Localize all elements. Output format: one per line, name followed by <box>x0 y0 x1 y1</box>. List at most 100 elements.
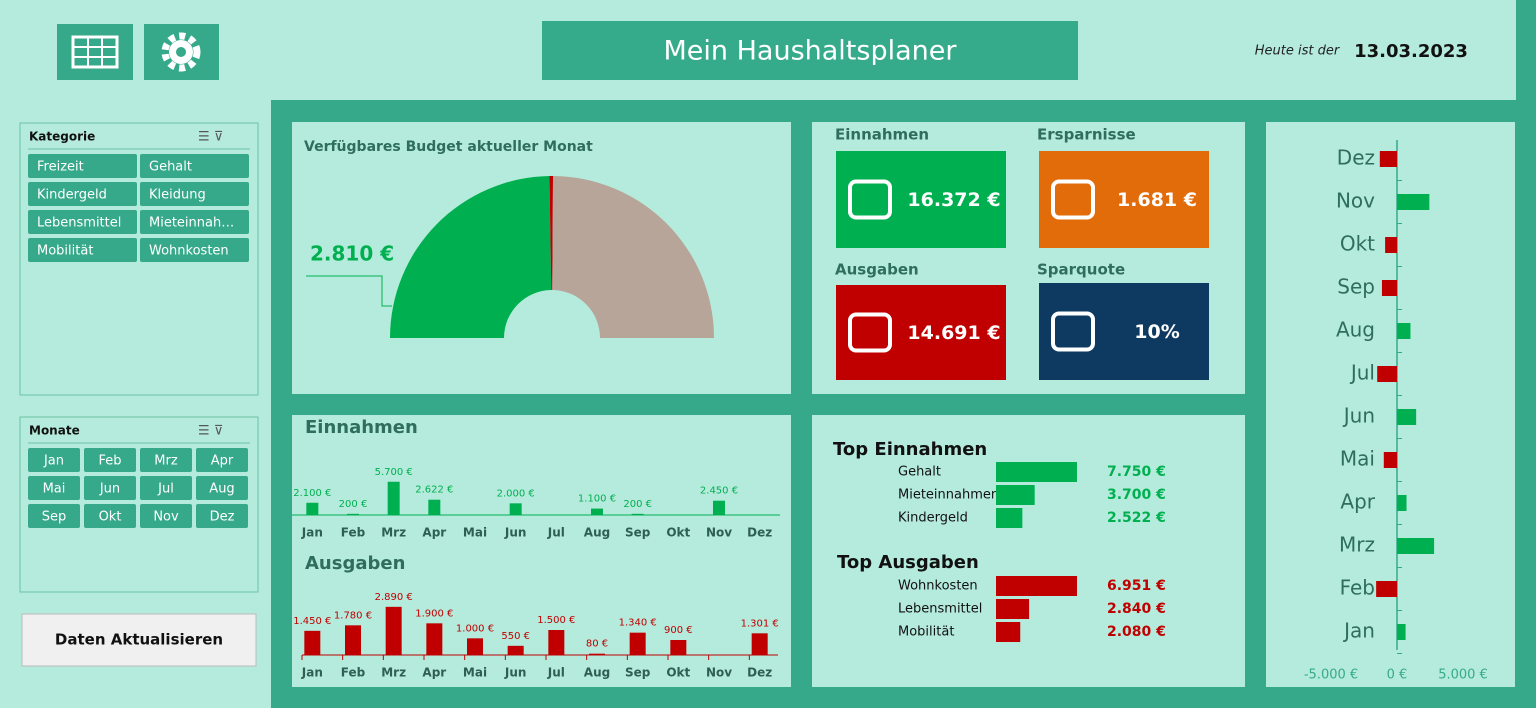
kpi-box <box>836 151 1006 248</box>
data-label: 2.080 € <box>1107 624 1166 640</box>
bar <box>1397 194 1430 210</box>
kpi-label: Ersparnisse <box>1037 126 1136 144</box>
x-tick-label: Mai <box>463 526 487 540</box>
data-label: 1.301 € <box>741 618 779 629</box>
data-label: 6.951 € <box>1107 578 1166 594</box>
x-tick-label: Nov <box>706 526 732 540</box>
category-label: Gehalt <box>898 465 941 480</box>
slicer-item[interactable] <box>196 476 248 500</box>
category-label: Feb <box>1340 576 1375 600</box>
slicer-item[interactable] <box>140 182 249 206</box>
slicer <box>19 122 259 396</box>
x-tick-label: Feb <box>341 526 366 540</box>
x-tick-label: Feb <box>341 666 366 680</box>
slicer-item[interactable] <box>28 210 137 234</box>
kpi-icon <box>1051 311 1095 352</box>
data-label: 550 € <box>501 631 530 642</box>
slicer-item-label[interactable]: Mieteinnah… <box>149 216 234 231</box>
slicer-item[interactable] <box>196 448 248 472</box>
bar <box>387 481 400 515</box>
slicer-item[interactable] <box>28 238 137 262</box>
x-tick-label: Jul <box>547 526 565 540</box>
slicer-item-label[interactable]: Jun <box>99 482 120 497</box>
slicer-item[interactable] <box>84 448 136 472</box>
slicer-item-label[interactable]: Kleidung <box>149 188 206 203</box>
data-label: 2.000 € <box>497 488 535 499</box>
x-tick-label: -5.000 € <box>1304 668 1358 683</box>
data-label: 1.100 € <box>578 494 616 505</box>
bar <box>670 640 687 655</box>
slicer-item[interactable] <box>140 504 192 528</box>
bar <box>996 576 1077 596</box>
chart-title: Top Einnahmen <box>833 439 987 460</box>
slicer-item-label[interactable]: Sep <box>42 510 67 525</box>
category-label: Jan <box>1342 619 1375 643</box>
data-label: 2.890 € <box>375 592 413 603</box>
category-label: Mieteinnahmen <box>898 488 999 503</box>
slicer-item[interactable] <box>196 504 248 528</box>
slicer-item[interactable] <box>140 448 192 472</box>
gauge-segment <box>552 176 714 338</box>
bar <box>629 632 646 655</box>
slicer-item-label[interactable]: Dez <box>210 510 235 525</box>
bar <box>1385 237 1397 253</box>
slicer-item-label[interactable]: Jan <box>43 454 64 469</box>
category-label: Sep <box>1337 275 1375 299</box>
slicer-item[interactable] <box>84 504 136 528</box>
slicer-item-label[interactable]: Gehalt <box>149 160 192 175</box>
slicer-item[interactable] <box>28 182 137 206</box>
data-label: 80 € <box>586 639 608 650</box>
slicer-item[interactable] <box>28 154 137 178</box>
slicer-item[interactable] <box>28 448 80 472</box>
slicer-item-label[interactable]: Freizeit <box>37 160 84 175</box>
bar <box>589 653 605 655</box>
slicer-item-label[interactable]: Aug <box>209 482 234 497</box>
slicer-item-label[interactable]: Jul <box>157 482 174 497</box>
slicer-item[interactable] <box>28 476 80 500</box>
category-label: Okt <box>1340 232 1375 256</box>
slicer-item[interactable] <box>84 476 136 500</box>
slicer-item-label[interactable]: Wohnkosten <box>149 244 229 259</box>
slicer-item-label[interactable]: Apr <box>211 454 234 469</box>
slicer-icons: ☰ ⊽ <box>198 130 223 145</box>
slicer-item-label[interactable]: Nov <box>153 510 179 525</box>
slicer-item-label[interactable]: Lebensmittel <box>37 216 121 231</box>
data-label: 900 € <box>664 625 693 636</box>
title-box <box>542 21 1078 80</box>
slicer-item[interactable] <box>28 504 80 528</box>
x-tick-label: Apr <box>422 666 446 680</box>
kpi-box <box>1039 283 1209 380</box>
slicer-item[interactable] <box>140 476 192 500</box>
slicer-item-label[interactable]: Kindergeld <box>37 188 107 203</box>
kpi-icon <box>848 179 892 220</box>
x-tick-label: Mrz <box>381 666 406 680</box>
category-label: Mrz <box>1339 533 1375 557</box>
slicer-icons: ☰ ⊽ <box>198 424 223 439</box>
slicer-item-label[interactable]: Feb <box>98 454 121 469</box>
refresh-button-label[interactable]: Daten Aktualisieren <box>55 631 223 649</box>
slicer-item-label[interactable]: Mai <box>43 482 66 497</box>
x-tick-label: Jan <box>301 666 323 680</box>
slicer-item-label[interactable]: Okt <box>99 510 122 525</box>
x-tick-label: Jan <box>301 526 323 540</box>
panel <box>812 415 1245 687</box>
slicer-item[interactable] <box>140 210 249 234</box>
bar <box>509 503 522 515</box>
slicer <box>19 416 259 593</box>
bar <box>426 623 443 655</box>
table-button[interactable] <box>57 24 133 80</box>
bar <box>1397 538 1435 554</box>
slicer-item-label[interactable]: Mobilität <box>37 244 93 259</box>
slicer-item[interactable] <box>140 154 249 178</box>
bar <box>751 633 768 655</box>
category-label: Mai <box>1340 447 1375 471</box>
refresh-button[interactable] <box>21 613 257 667</box>
x-tick-label: Apr <box>422 526 446 540</box>
bar <box>385 606 402 655</box>
slicer-item[interactable] <box>140 238 249 262</box>
date: 13.03.2023 <box>1354 41 1468 62</box>
kpi-label: Ausgaben <box>835 261 919 279</box>
bar <box>1377 366 1397 382</box>
bar <box>591 508 603 515</box>
slicer-item-label[interactable]: Mrz <box>154 454 178 469</box>
